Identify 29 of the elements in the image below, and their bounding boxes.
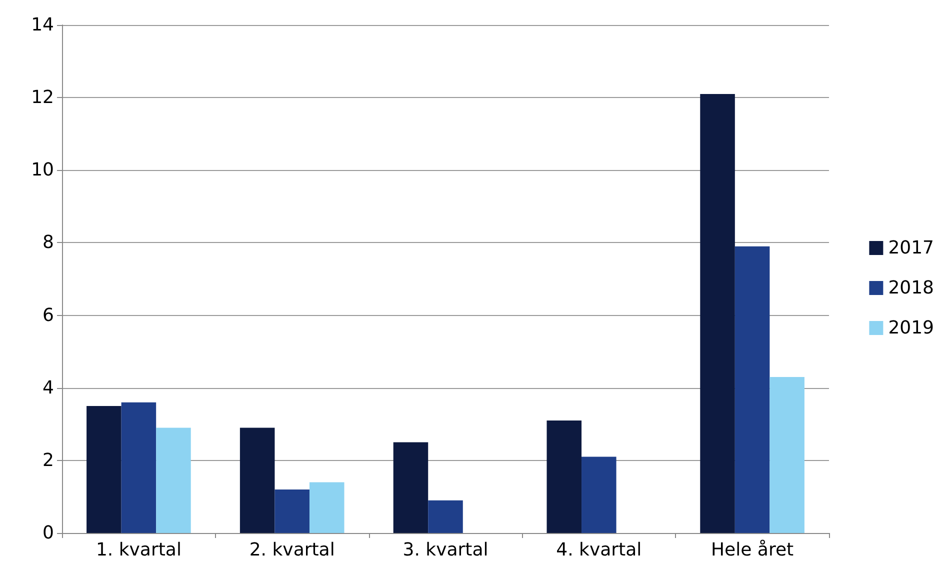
y-tick-label: 2: [42, 450, 54, 471]
bar: [582, 456, 616, 533]
y-tick-label: 14: [31, 14, 54, 36]
legend-label: 2019: [888, 318, 934, 338]
bar: [274, 489, 310, 533]
x-tick-label: Hele året: [711, 540, 794, 560]
x-tick-label: 3. kvartal: [402, 540, 488, 560]
bar: [309, 482, 344, 533]
y-tick-label: 12: [31, 87, 54, 108]
legend-label: 2017: [888, 238, 934, 258]
bar: [86, 406, 122, 533]
x-tick-label: 2. kvartal: [249, 540, 335, 560]
bar: [121, 402, 156, 533]
bar: [770, 376, 804, 533]
y-tick-label: 0: [42, 522, 54, 544]
bar: [734, 246, 770, 533]
bar: [156, 428, 191, 533]
x-tick-label: 1. kvartal: [96, 540, 182, 560]
x-tick-label: 4. kvartal: [556, 540, 642, 560]
bar: [240, 428, 275, 533]
bar: [393, 442, 428, 533]
y-tick-label: 6: [42, 304, 54, 326]
bar: [700, 94, 735, 533]
y-tick-label: 8: [42, 232, 54, 254]
bar: [546, 420, 582, 533]
y-tick-label: 10: [31, 160, 54, 181]
y-tick-label: 4: [42, 377, 54, 398]
legend-label: 2018: [888, 278, 934, 298]
bar: [428, 500, 463, 533]
